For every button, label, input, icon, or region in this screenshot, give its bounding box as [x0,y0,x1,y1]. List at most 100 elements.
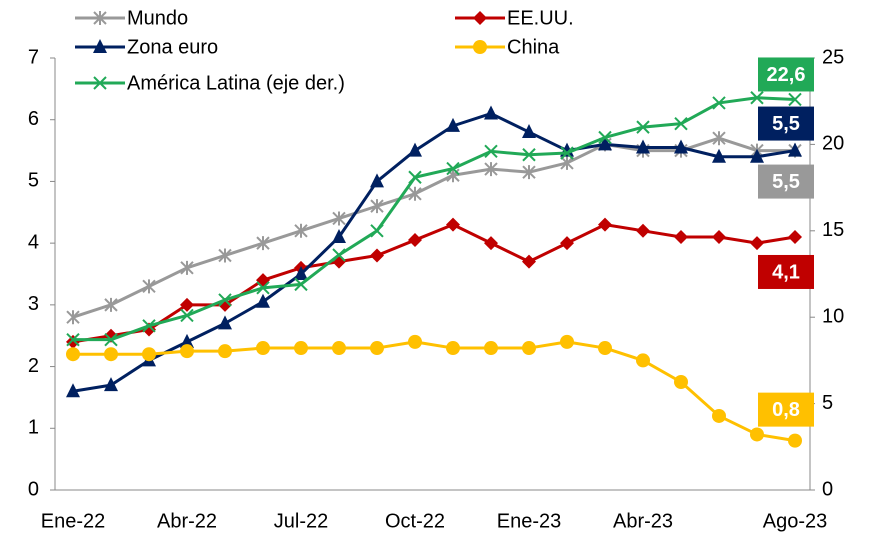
marker-diamond [370,248,384,263]
marker-triangle [294,266,308,280]
marker [180,297,194,312]
series-line [72,112,796,393]
value-label-box [758,106,814,141]
marker [750,236,764,251]
marker-star [180,260,194,275]
marker-circle [294,341,308,356]
marker-star [93,11,107,25]
marker-circle [598,341,612,356]
y-tick-label: 2 [28,355,39,377]
marker [180,308,194,323]
marker-diamond [446,217,460,232]
y-tick-label: 5 [28,170,39,192]
marker-star [370,199,384,214]
legend-label: Zona euro [127,36,218,58]
y-tick-label: 0 [28,478,39,500]
marker [484,162,498,177]
marker-star [522,165,536,180]
marker [66,332,80,347]
marker-circle [484,341,498,356]
marker [560,236,574,251]
marker-circle [750,427,764,442]
marker [408,334,422,349]
marker [484,236,498,251]
marker [446,217,460,232]
marker-triangle [446,117,460,132]
legend-label: Mundo [127,7,188,29]
marker [712,131,726,146]
marker-triangle [256,293,270,308]
marker [522,165,536,180]
marker [66,334,80,349]
marker-diamond [522,254,536,269]
marker [712,229,726,244]
marker-x [522,148,536,162]
marker [332,341,346,356]
marker [522,148,536,162]
marker [294,266,308,280]
marker-x [256,281,270,295]
marker-circle [218,344,232,359]
marker-triangle [66,383,80,398]
y2-tick-label: 25 [822,46,844,68]
marker [636,120,650,134]
marker-circle [408,334,422,349]
legend-label: América Latina (eje der.) [127,72,345,94]
value-label: 22,6 [767,64,806,86]
x-tick-label: Abr-22 [157,510,217,532]
marker-x [294,277,308,292]
marker-diamond [750,236,764,251]
marker-triangle [93,39,107,53]
marker-star [294,223,308,238]
marker-circle [674,375,688,389]
marker-star [484,162,498,177]
y-tick-label: 4 [28,231,39,253]
marker-diamond [788,229,802,244]
marker [370,199,384,214]
y2-tick-label: 20 [822,133,844,155]
y2-tick-label: 0 [822,478,833,500]
marker [446,341,460,356]
legend-marker [473,11,487,25]
legend-label: China [507,36,560,58]
legend-marker [93,39,107,53]
marker-circle [66,347,80,362]
marker [370,341,384,356]
marker [218,293,232,307]
marker [104,332,118,347]
marker [788,229,802,244]
marker-star [142,279,156,294]
marker-diamond [332,254,346,269]
y2-tick-label: 5 [822,392,833,414]
marker-diamond [484,236,498,251]
marker-x [484,144,498,159]
marker [636,139,650,154]
marker [636,353,650,368]
marker-circle [473,40,487,54]
marker [674,139,688,154]
marker-circle [712,408,726,423]
marker [598,136,612,151]
marker-x [408,170,422,184]
marker-star [218,248,232,263]
marker-diamond [560,236,574,251]
marker [712,148,726,163]
legend-marker [93,76,107,90]
marker [256,341,270,356]
marker [142,279,156,294]
y-tick-label: 6 [28,108,39,130]
marker-triangle [598,136,612,151]
marker-x [66,332,80,347]
marker-circle [180,344,194,359]
marker [674,116,688,131]
marker [560,155,574,170]
marker-circle [332,341,346,356]
marker [408,170,422,184]
marker [66,383,80,398]
x-tick-label: Abr-23 [613,510,673,532]
marker [560,146,574,160]
y-tick-label: 3 [28,293,39,315]
marker-star [712,131,726,146]
marker [484,105,498,120]
marker-triangle [408,142,422,157]
